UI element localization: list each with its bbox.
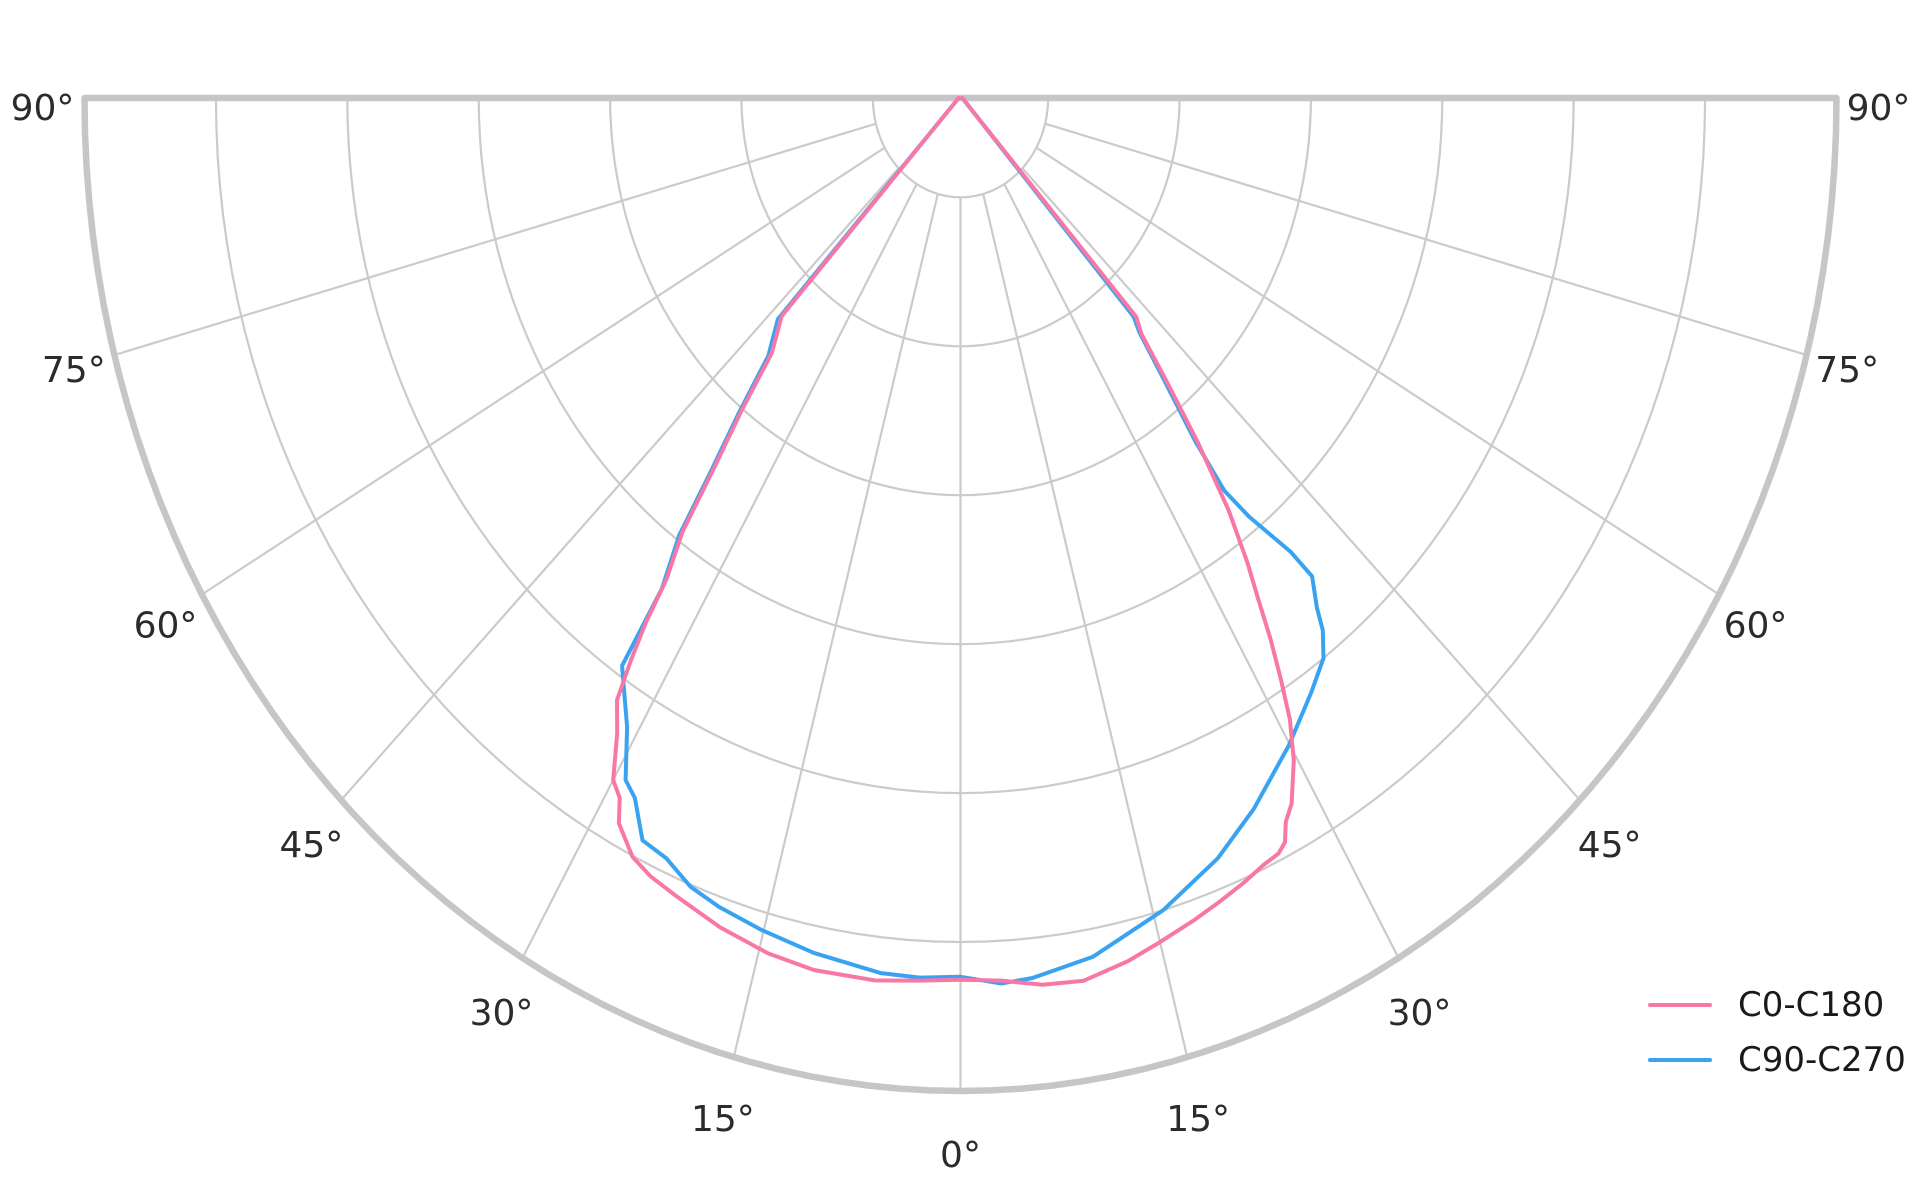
legend-label-c0-c180: C0-C180 <box>1738 985 1885 1025</box>
angle-tick-label: 90° <box>11 88 75 129</box>
angle-tick-label: 30° <box>470 993 534 1034</box>
curve-c90-c270 <box>620 96 1326 986</box>
angle-tick-label: 45° <box>279 825 343 866</box>
legend-label-c90-c270: C90-C270 <box>1738 1040 1906 1080</box>
angle-tick-label: 75° <box>42 350 106 391</box>
angle-tick-label: 15° <box>691 1099 755 1140</box>
angle-tick-label: 45° <box>1578 825 1642 866</box>
grid-spoke <box>521 183 918 959</box>
angle-tick-label: 30° <box>1388 993 1452 1034</box>
legend-swatch-c90-c270 <box>1648 1057 1712 1063</box>
angle-tick-label: 60° <box>1724 606 1788 647</box>
grid-spoke <box>1035 146 1720 596</box>
angle-tick-label: 60° <box>134 606 198 647</box>
grid-spoke <box>114 122 877 357</box>
grid-spoke <box>201 146 886 596</box>
grid-spoke <box>340 167 900 801</box>
grid-spoke <box>1044 122 1807 357</box>
grid-spoke <box>1021 167 1581 801</box>
legend-item-c0-c180: C0-C180 <box>1648 984 1906 1026</box>
angle-tick-label: 0° <box>940 1135 981 1176</box>
grid-spoke <box>1003 183 1400 959</box>
grid-ring <box>871 97 1050 199</box>
legend-item-c90-c270: C90-C270 <box>1648 1039 1906 1081</box>
outer-border-arc <box>81 94 1840 1095</box>
legend-swatch-c0-c180 <box>1648 1002 1712 1008</box>
grid-spoke <box>732 193 939 1058</box>
curve-c0-c180 <box>611 96 1296 987</box>
angle-tick-label: 75° <box>1815 350 1879 391</box>
angle-tick-label: 90° <box>1847 88 1911 129</box>
grid-spoke <box>982 193 1189 1058</box>
chart-legend: C0-C180 C90-C270 <box>1648 984 1906 1081</box>
angle-tick-label: 15° <box>1166 1099 1230 1140</box>
